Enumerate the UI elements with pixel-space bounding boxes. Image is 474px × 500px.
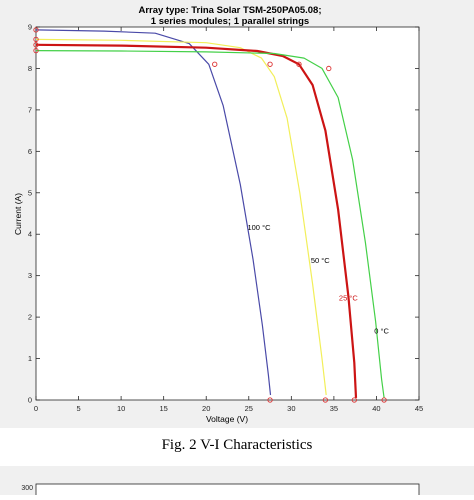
series-line-0 <box>35 29 272 396</box>
series-marker-0 <box>33 27 39 33</box>
y-tick-label: 1 <box>28 354 32 363</box>
x-tick-label: 35 <box>330 404 338 413</box>
y-tick-label: 3 <box>28 271 32 280</box>
series-line-1 <box>35 38 327 396</box>
x-tick-label: 20 <box>202 404 210 413</box>
y-tick-label: 4 <box>28 230 32 239</box>
curve-annotation: 50 °C <box>311 256 330 265</box>
y-tick-label: 0 <box>28 396 32 405</box>
second-plot-area <box>35 483 420 500</box>
figure-caption: Fig. 2 V-I Characteristics <box>161 437 313 453</box>
second-chart-ytick-label: 300 <box>21 485 33 492</box>
series-marker-1 <box>267 61 273 67</box>
curve-annotation: 100 °C <box>247 223 271 232</box>
series-marker-2 <box>33 42 39 48</box>
series-marker-3 <box>326 65 332 72</box>
y-tick-label: 7 <box>28 105 32 114</box>
series-marker-1 <box>33 36 39 43</box>
chart-subtitle: 1 series modules; 1 parallel strings <box>151 16 309 27</box>
y-tick-label: 8 <box>28 64 32 73</box>
x-tick-label: 40 <box>372 404 380 413</box>
plot-area <box>35 26 420 401</box>
x-tick-label: 10 <box>117 404 125 413</box>
y-axis-label: Current (A) <box>13 193 23 235</box>
series-line-2 <box>35 43 358 398</box>
series-marker-3 <box>33 47 39 54</box>
curve-annotation: 0 °C <box>374 327 389 336</box>
series-marker-0 <box>212 61 218 67</box>
y-tick-label: 9 <box>28 23 32 32</box>
series-marker-1 <box>322 397 329 403</box>
chart-title: Array type: Trina Solar TSM-250PA05.08; <box>138 5 321 16</box>
series-line-3 <box>35 50 385 398</box>
x-tick-label: 45 <box>415 404 423 413</box>
x-tick-label: 5 <box>76 404 80 413</box>
series-marker-2 <box>351 397 357 403</box>
series-group <box>33 27 387 403</box>
x-axis-label: Voltage (V) <box>206 414 248 424</box>
series-marker-2 <box>296 61 302 67</box>
y-tick-label: 5 <box>28 188 32 197</box>
x-tick-label: 0 <box>34 404 38 413</box>
x-tick-label: 15 <box>159 404 167 413</box>
x-tick-label: 25 <box>245 404 253 413</box>
annotation-group: 100 °C 50 °C 25 °C 0 °C <box>247 223 389 336</box>
series-marker-0 <box>267 397 273 403</box>
y-tick-label: 2 <box>28 313 32 322</box>
x-tick-label: 30 <box>287 404 295 413</box>
curve-annotation: 25 °C <box>339 294 358 303</box>
y-tick-label: 6 <box>28 147 32 156</box>
series-marker-3 <box>381 397 387 403</box>
